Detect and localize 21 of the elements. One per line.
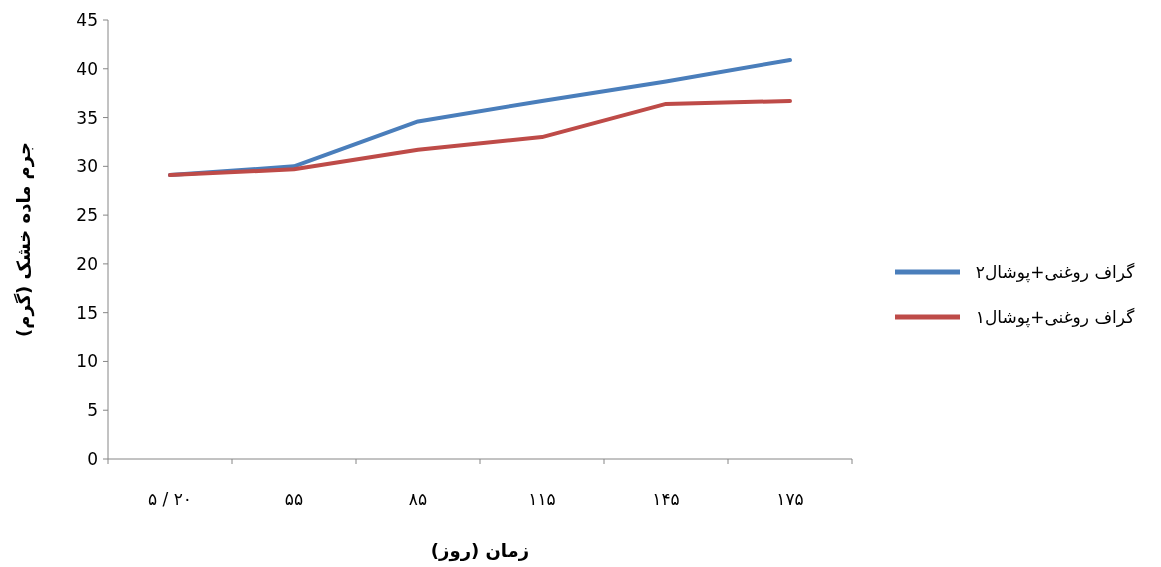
- x-tick-label: ۸۵: [408, 489, 428, 509]
- y-tick-label: 15: [76, 302, 98, 323]
- x-tick-label: ۱۱۵: [528, 489, 556, 509]
- y-tick-label: 20: [76, 253, 98, 274]
- x-tick-label: ۱۷۵: [776, 489, 804, 509]
- x-tick-label: ۱۴۵: [652, 489, 680, 509]
- y-tick-label: 40: [76, 58, 98, 79]
- x-axis-title: زمان (روز): [430, 540, 530, 562]
- y-tick-label: 0: [87, 449, 98, 469]
- y-tick-label: 45: [76, 10, 98, 30]
- y-tick-label: 5: [87, 400, 98, 421]
- y-tick-label: 30: [76, 156, 98, 177]
- y-tick-label: 25: [76, 205, 98, 226]
- y-tick-label: 35: [76, 107, 98, 128]
- legend-label: گراف روغنی+پوشال۲: [975, 262, 1136, 283]
- x-tick-label: ۵۵: [284, 489, 304, 509]
- x-tick-label: ۵ / ۲۰: [148, 489, 192, 509]
- y-axis-title: جرم ماده خشک (گرم): [13, 142, 35, 337]
- line-series: [168, 98, 792, 178]
- legend-label: گراف روغنی+پوشال۱: [975, 307, 1136, 328]
- y-tick-label: 10: [76, 351, 98, 372]
